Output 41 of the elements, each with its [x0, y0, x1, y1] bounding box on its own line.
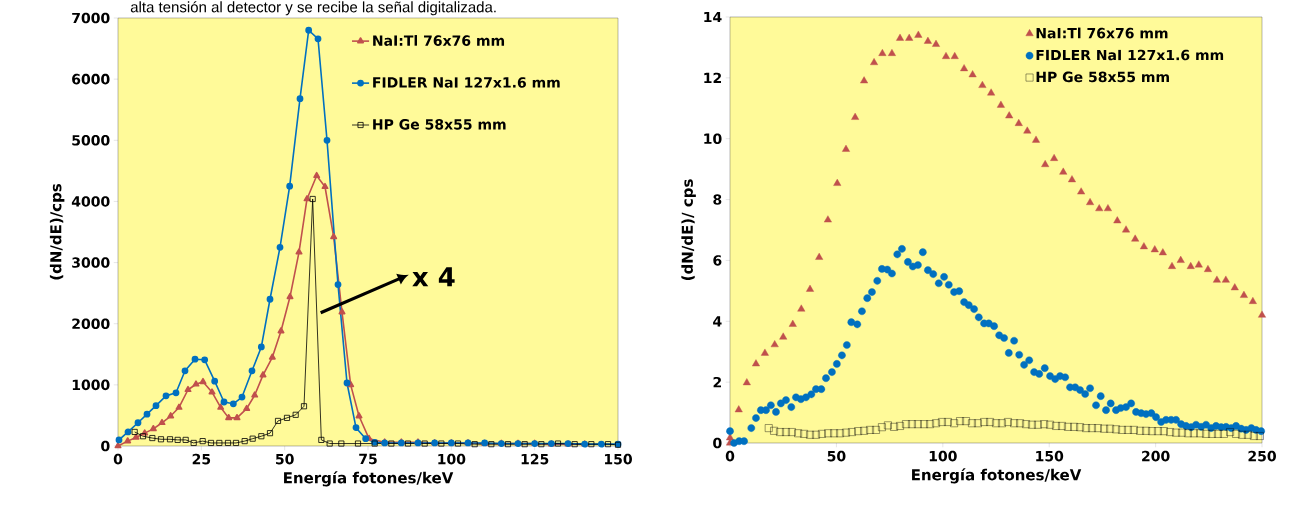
- x-tick-label: 100: [929, 450, 957, 462]
- y-tick-label: 1000: [72, 379, 110, 391]
- y-tick-label: 14: [704, 11, 722, 23]
- y-tick-label: 4000: [71, 196, 110, 207]
- annotation: x 4: [412, 267, 455, 287]
- y-tick-label: 8: [713, 194, 722, 205]
- x-tick-label: 25: [192, 453, 211, 465]
- x-tick-label: 150: [1036, 450, 1064, 462]
- text: alta tensión al detector y se recibe la señal digitalizada.: [130, 1, 496, 16]
- x-tick-label: 0: [725, 450, 735, 462]
- legend-label: HP Ge 58x55 mm: [373, 119, 506, 130]
- y-tick-label: 7000: [72, 12, 110, 24]
- y-tick-label: 2: [713, 376, 721, 388]
- y-tick-label: 0: [713, 437, 722, 449]
- legend-label: NaI:Tl 76x76 mm: [1036, 27, 1168, 39]
- x-tick-label: 50: [827, 450, 846, 462]
- y-tick-label: 6000: [72, 73, 110, 85]
- y-axis-title: (dN/dE)/cps: [49, 183, 65, 280]
- x-tick-label: 200: [1142, 450, 1170, 462]
- legend-label: NaI:Tl 76x76 mm: [373, 35, 505, 46]
- y-axis-title: (dN/dE)/ cps: [681, 179, 696, 281]
- y-tick-label: 2000: [72, 318, 110, 330]
- legend-label: FIDLER NaI 127x1.6 mm: [373, 77, 560, 88]
- y-tick-label: 4: [713, 316, 722, 327]
- y-tick-label: 12: [704, 72, 721, 84]
- y-tick-label: 5000: [72, 134, 110, 146]
- x-axis-title: Energía fotones/keV: [284, 471, 454, 487]
- y-tick-label: 3000: [72, 257, 110, 268]
- x-axis-title: Energía fotones/keV: [912, 468, 1082, 484]
- x-tick-label: 50: [276, 453, 294, 465]
- legend-label: HP Ge 58x55 mm: [1036, 71, 1169, 83]
- x-tick-label: 125: [521, 453, 549, 465]
- x-tick-label: 250: [1248, 450, 1276, 462]
- y-tick-label: 0: [101, 440, 110, 452]
- y-tick-label: 6: [713, 255, 722, 266]
- x-tick-label: 75: [359, 453, 377, 465]
- x-tick-label: 100: [438, 453, 466, 465]
- x-tick-label: 0: [113, 453, 123, 465]
- x-tick-label: 150: [604, 453, 632, 465]
- y-tick-label: 10: [704, 133, 722, 145]
- legend-label: FIDLER NaI 127x1.6 mm: [1036, 49, 1224, 61]
